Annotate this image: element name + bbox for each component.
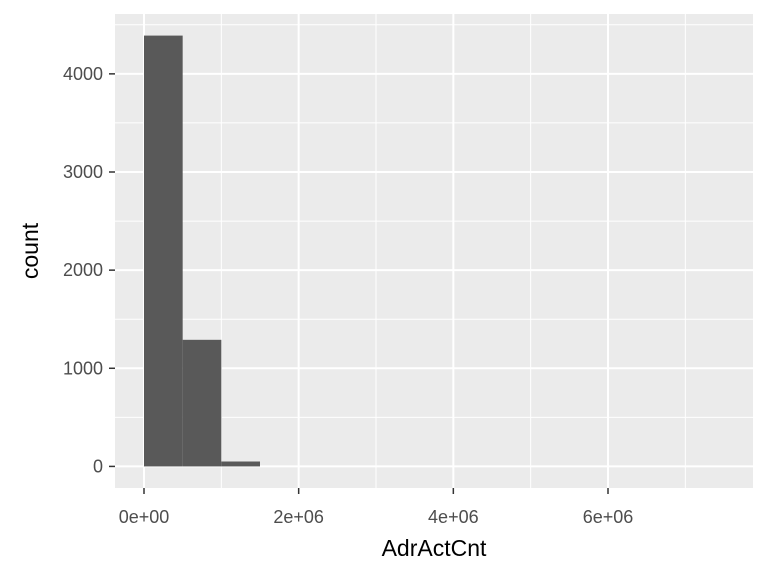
y-tick-label: 4000	[63, 64, 103, 84]
x-tick-label: 2e+06	[273, 507, 324, 527]
y-tick-label: 1000	[63, 358, 103, 378]
x-tick-label: 6e+06	[583, 507, 634, 527]
x-axis-title: AdrActCnt	[382, 535, 487, 561]
y-tick-label: 3000	[63, 162, 103, 182]
axis-tick-labels: 0e+00 2e+06 4e+06 6e+06 0 1000 2000 3000 4000	[63, 64, 633, 527]
histogram-bar-2	[221, 461, 260, 467]
y-tick-label: 0	[93, 456, 103, 476]
x-tick-label: 0e+00	[119, 507, 170, 527]
histogram-bar-0	[144, 35, 183, 467]
histogram-bar-1	[182, 339, 222, 467]
grid-minor	[115, 14, 753, 488]
histogram-bars	[144, 35, 260, 467]
y-axis-title: count	[17, 222, 43, 279]
y-tick-label: 2000	[63, 260, 103, 280]
axis-ticks	[109, 73, 609, 494]
x-tick-label: 4e+06	[428, 507, 479, 527]
